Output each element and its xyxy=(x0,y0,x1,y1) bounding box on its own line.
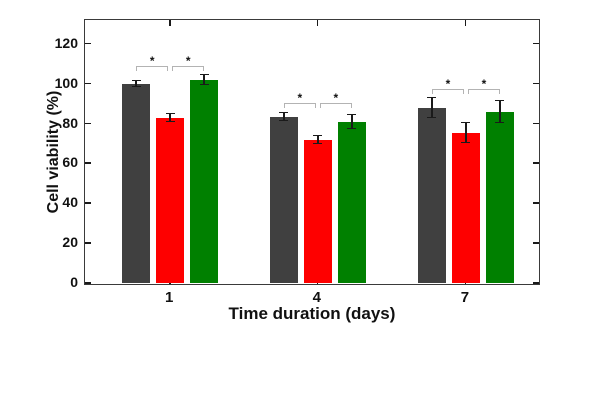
y-tick-left xyxy=(85,42,91,45)
error-bar-black-group3 xyxy=(431,97,433,118)
significance-bracket xyxy=(172,65,205,71)
y-tick-right xyxy=(533,82,539,85)
error-bar-red-group3 xyxy=(465,122,467,143)
x-tick-top xyxy=(316,20,319,26)
error-cap-bottom xyxy=(199,84,209,86)
bar-green-group1 xyxy=(190,79,219,283)
error-cap-bottom xyxy=(165,121,175,123)
significance-bracket xyxy=(319,102,352,108)
error-bar-black-group1 xyxy=(135,80,137,87)
bar-black-group3 xyxy=(417,107,446,283)
y-tick-label: 120 xyxy=(54,34,78,51)
significance-star: * xyxy=(333,90,339,105)
y-tick-label: 80 xyxy=(62,114,78,131)
plot-area: * * * * * * xyxy=(84,19,540,285)
error-bar-red-group1 xyxy=(169,113,171,122)
error-cap-top xyxy=(347,114,357,116)
y-tick-label: 100 xyxy=(54,74,78,91)
x-axis-title: Time duration (days) xyxy=(228,304,396,323)
significance-bracket xyxy=(136,65,169,71)
y-tick-right xyxy=(533,42,539,45)
y-tick-right xyxy=(533,162,539,164)
error-bar-green-group2 xyxy=(351,114,353,129)
error-cap-top xyxy=(495,100,505,102)
significance-star: * xyxy=(297,90,303,105)
bar-black-group1 xyxy=(122,83,151,283)
x-category-label: 4 xyxy=(312,289,321,306)
y-tick-label: 0 xyxy=(70,274,78,290)
error-cap-top xyxy=(279,112,289,114)
significance-bracket xyxy=(283,102,316,108)
significance-bracket xyxy=(467,88,500,94)
error-cap-top xyxy=(165,113,175,115)
error-cap-top xyxy=(199,74,209,76)
x-category-label: 1 xyxy=(164,289,174,306)
significance-bracket xyxy=(431,88,464,94)
y-tick-left xyxy=(85,82,91,85)
y-tick-right xyxy=(533,122,539,125)
x-tick-top xyxy=(169,20,171,26)
y-tick-label: 60 xyxy=(62,154,78,171)
error-bar-green-group3 xyxy=(499,100,501,123)
error-cap-bottom xyxy=(347,127,357,130)
error-bar-green-group1 xyxy=(203,74,205,85)
y-tick-right xyxy=(533,202,539,204)
significance-star: * xyxy=(481,76,487,91)
y-tick-left xyxy=(85,282,91,284)
error-cap-bottom xyxy=(461,141,471,144)
error-cap-top xyxy=(427,97,437,99)
x-category-label: 7 xyxy=(460,289,470,306)
error-cap-bottom xyxy=(313,142,323,145)
error-cap-top xyxy=(461,122,471,124)
bar-black-group2 xyxy=(269,116,298,283)
y-tick-left xyxy=(85,202,91,204)
y-tick-right xyxy=(533,282,539,284)
y-tick-label: 20 xyxy=(62,234,78,251)
bar-red-group3 xyxy=(451,132,480,283)
error-bar-red-group2 xyxy=(317,135,319,144)
error-cap-top xyxy=(131,80,141,82)
significance-star: * xyxy=(185,53,191,68)
y-tick-right xyxy=(533,242,539,244)
x-tick-top xyxy=(464,20,467,26)
bar-red-group2 xyxy=(303,139,332,283)
y-tick-left xyxy=(85,162,91,164)
error-cap-bottom xyxy=(131,86,141,88)
error-bar-black-group2 xyxy=(283,112,285,121)
bar-red-group1 xyxy=(156,117,185,283)
bar-green-group2 xyxy=(337,121,366,283)
error-cap-top xyxy=(313,134,323,137)
y-tick-left xyxy=(85,242,91,244)
error-cap-bottom xyxy=(279,120,289,122)
y-tick-label: 40 xyxy=(62,194,78,211)
significance-star: * xyxy=(445,76,451,91)
error-cap-bottom xyxy=(427,117,437,119)
y-tick-left xyxy=(85,122,91,125)
significance-star: * xyxy=(149,53,155,68)
bar-green-group3 xyxy=(485,111,514,283)
error-cap-bottom xyxy=(495,122,505,124)
